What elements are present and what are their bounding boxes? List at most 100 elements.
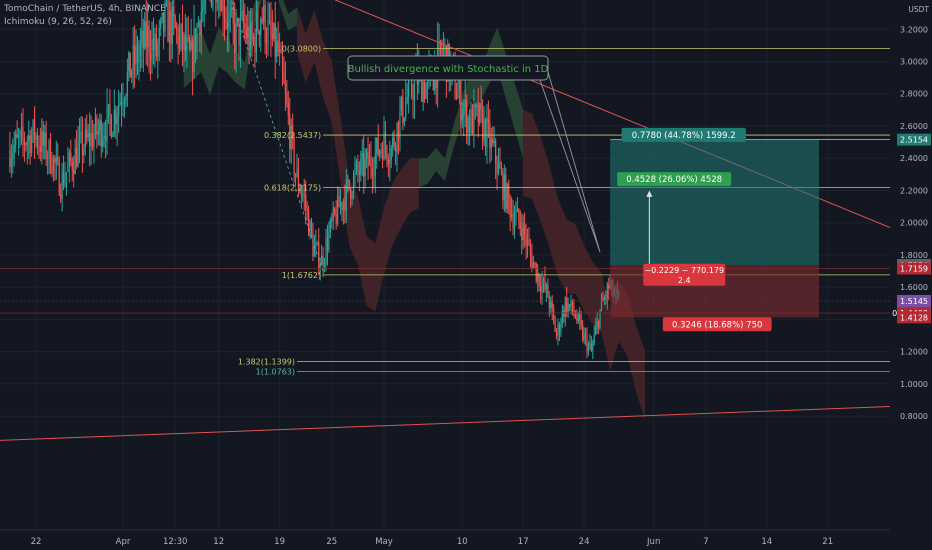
candle-body <box>534 262 536 264</box>
candle-body <box>312 234 314 257</box>
candle-body <box>367 151 369 166</box>
stop-label: 0.3246 (18.68%) 750 <box>662 317 772 332</box>
candle-body <box>129 52 131 78</box>
candle-body <box>483 119 485 141</box>
price-tag-text: 1.4128 <box>900 313 928 322</box>
candle-body <box>142 30 144 49</box>
candle-body <box>55 157 57 164</box>
x-tick-label: 14 <box>761 537 772 547</box>
candle-body <box>558 324 561 333</box>
candle-body <box>77 143 79 167</box>
candle-body <box>255 11 257 53</box>
candle-body <box>225 18 227 22</box>
candle-body <box>222 0 224 16</box>
candle-body <box>376 138 378 154</box>
candle-body <box>270 20 272 35</box>
price-tag-text: 1.7159 <box>900 264 928 273</box>
candle-body <box>468 117 471 133</box>
candle-body <box>406 97 408 102</box>
candle-body <box>576 317 578 321</box>
candle-body <box>279 49 281 52</box>
candle-body <box>49 140 52 171</box>
label-text: −0.2229 ~ 770.179 <box>644 266 724 275</box>
candle-body <box>242 10 244 24</box>
candle-body <box>508 184 510 199</box>
candle-body <box>276 40 278 57</box>
candle-body <box>138 53 140 63</box>
candle-body <box>371 167 373 176</box>
candle-body <box>413 77 416 101</box>
candle-body <box>432 80 434 91</box>
candle-body <box>584 333 587 336</box>
candle-body <box>567 303 569 313</box>
candle-body <box>163 12 165 32</box>
candle-body <box>505 174 507 210</box>
candle-body <box>338 195 340 208</box>
target-arrow-head <box>646 190 653 197</box>
candle-body <box>482 109 484 141</box>
candle-body <box>103 135 105 139</box>
candle-body <box>247 26 249 38</box>
candle-body <box>540 286 542 293</box>
candle-body <box>525 234 527 246</box>
candle-body <box>370 155 372 168</box>
candle-body <box>200 11 202 35</box>
candle-body <box>457 91 459 99</box>
y-tick-label: 2.0000 <box>900 219 928 228</box>
candle-body <box>509 198 511 217</box>
candle-body <box>323 262 326 267</box>
candle-body <box>18 137 20 139</box>
candle-body <box>566 297 568 313</box>
candle-body <box>219 0 221 11</box>
label-bg <box>643 263 726 286</box>
candle-body <box>154 34 156 51</box>
candle-body <box>541 283 543 293</box>
candle-body <box>399 110 401 139</box>
candle-body <box>145 21 147 48</box>
candle-body <box>192 41 194 73</box>
candle-body <box>176 27 178 30</box>
candle-body <box>308 210 310 236</box>
candle-body <box>165 1 168 3</box>
candle-body <box>215 0 217 2</box>
candle-body <box>395 146 397 153</box>
candle-body <box>596 320 598 327</box>
price-tag: 1.7159 <box>897 262 931 275</box>
candle-body <box>91 133 94 148</box>
cloud-segment <box>183 0 297 96</box>
candle-body <box>281 53 284 72</box>
candle-body <box>484 119 487 147</box>
candle-body <box>105 135 107 141</box>
candle-body <box>47 158 49 160</box>
candle-body <box>141 30 143 44</box>
candle-body <box>374 153 376 176</box>
candle-body <box>234 23 236 53</box>
candle-body <box>379 150 381 156</box>
candle-body <box>126 71 128 96</box>
candle-body <box>178 34 181 49</box>
candle-body <box>216 0 218 2</box>
candle-body <box>93 135 95 148</box>
y-tick-label: 2.4000 <box>900 154 928 163</box>
candle-body <box>164 2 166 32</box>
candle-body <box>258 31 260 35</box>
candle-body <box>302 194 304 196</box>
candle-body <box>544 278 546 290</box>
candle-body <box>251 22 253 41</box>
candle-body <box>421 69 423 102</box>
candle-body <box>560 324 562 333</box>
candle-body <box>351 194 353 199</box>
candle-body <box>455 97 458 99</box>
time-axis: 22 Apr 12:30 12 19 25 May 10 17 24 Jun 7 14 21 <box>0 529 932 550</box>
candle-body <box>360 158 362 175</box>
y-tick-label: 2.8000 <box>900 90 928 99</box>
candle-body <box>173 6 175 17</box>
candle-body <box>239 15 242 46</box>
candle-body <box>461 114 463 121</box>
price-tag: 1.5145 <box>897 294 931 307</box>
candle-body <box>593 334 595 344</box>
candle-body <box>322 256 324 267</box>
candle-body <box>454 66 456 98</box>
candle-body <box>210 0 213 6</box>
